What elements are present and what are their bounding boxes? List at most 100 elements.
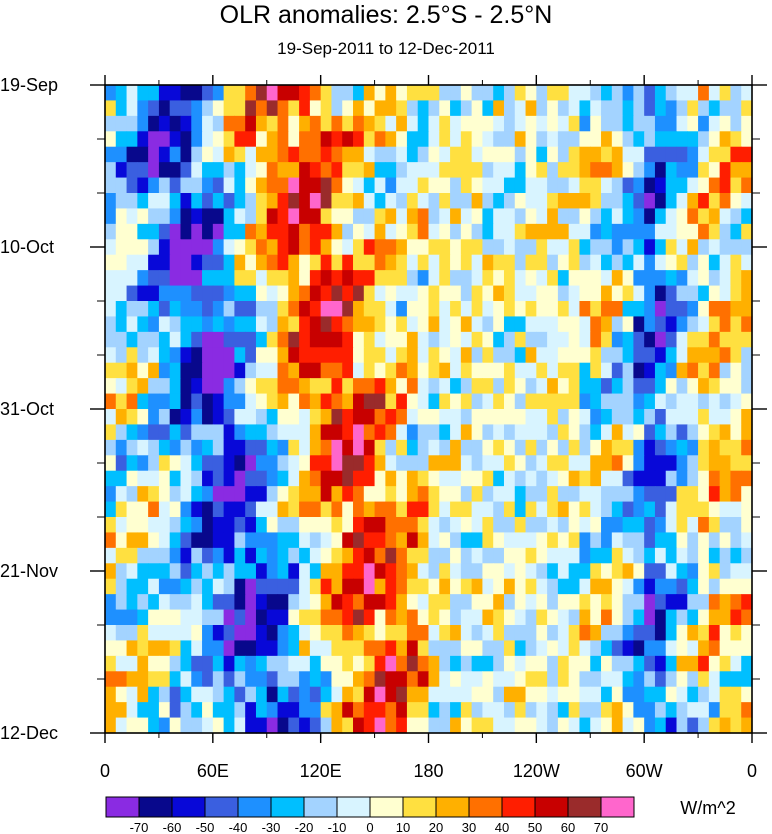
heatmap-cell <box>719 563 732 580</box>
colorbar-label: 30 <box>462 820 476 834</box>
heatmap-cell <box>363 517 376 534</box>
heatmap-cell <box>460 655 473 672</box>
heatmap-cell <box>126 470 138 487</box>
heatmap-cell <box>644 594 656 611</box>
heatmap-cell <box>493 362 505 379</box>
heatmap-cell <box>439 517 451 534</box>
heatmap-cell <box>460 609 473 626</box>
heatmap-cell <box>245 223 257 240</box>
heatmap-cell <box>137 378 149 395</box>
heatmap-cell <box>374 470 386 487</box>
heatmap-cell <box>385 455 397 472</box>
heatmap-cell <box>568 563 581 580</box>
colorbar-label: -30 <box>262 820 281 834</box>
heatmap-cell <box>590 100 602 117</box>
heatmap-cell <box>590 347 602 364</box>
heatmap-cell <box>417 177 430 194</box>
heatmap-cell <box>482 578 494 595</box>
heatmap-cell <box>557 594 570 611</box>
heatmap-cell <box>417 223 430 240</box>
heatmap-cell <box>428 578 440 595</box>
heatmap-cell <box>374 115 386 132</box>
heatmap-cell <box>320 331 333 348</box>
heatmap-cell <box>579 717 591 734</box>
heatmap-cell <box>180 239 192 256</box>
heatmap-cell <box>579 254 591 271</box>
heatmap-cell <box>320 686 333 703</box>
heatmap-cell <box>514 115 527 132</box>
heatmap-cell <box>428 378 440 395</box>
heatmap-cell <box>320 254 333 271</box>
heatmap-cell <box>353 193 365 210</box>
heatmap-cell <box>482 85 494 102</box>
heatmap-cell <box>622 455 634 472</box>
heatmap-cell <box>525 532 537 549</box>
heatmap-cell <box>730 517 742 534</box>
heatmap-cell <box>741 131 753 148</box>
heatmap-cell <box>245 455 257 472</box>
heatmap-cell <box>428 501 440 518</box>
heatmap-cell <box>158 439 171 456</box>
heatmap-cell <box>299 594 311 611</box>
heatmap-cell <box>385 131 397 148</box>
heatmap-cell <box>234 501 246 518</box>
heatmap-cell <box>547 162 559 179</box>
heatmap-cell <box>396 702 408 719</box>
heatmap-cell <box>385 470 397 487</box>
heatmap-cell <box>277 640 289 657</box>
heatmap-cell <box>158 285 171 302</box>
heatmap-cell <box>622 439 634 456</box>
heatmap-cell <box>601 671 613 688</box>
heatmap-cell <box>255 131 268 148</box>
heatmap-cell <box>503 239 516 256</box>
heatmap-cell <box>223 486 235 503</box>
heatmap-cell <box>255 594 268 611</box>
heatmap-cell <box>266 578 279 595</box>
heatmap-cell <box>137 671 149 688</box>
heatmap-cell <box>396 208 408 225</box>
heatmap-cell <box>687 517 699 534</box>
heatmap-cell <box>611 547 624 564</box>
heatmap-cell <box>708 578 721 595</box>
heatmap-cell <box>741 393 753 410</box>
heatmap-cell <box>148 378 160 395</box>
heatmap-cell <box>212 100 225 117</box>
heatmap-cell <box>471 239 484 256</box>
heatmap-cell <box>676 702 688 719</box>
heatmap-cell <box>223 208 235 225</box>
heatmap-cell <box>148 331 160 348</box>
heatmap-cell <box>353 501 365 518</box>
heatmap-cell <box>644 239 656 256</box>
heatmap-cell <box>601 439 613 456</box>
heatmap-cell <box>417 517 430 534</box>
heatmap-cell <box>719 301 732 318</box>
heatmap-cell <box>601 409 613 426</box>
heatmap-cell <box>299 131 311 148</box>
heatmap-cell <box>212 578 225 595</box>
heatmap-cell <box>331 563 343 580</box>
heatmap-cell <box>471 439 484 456</box>
heatmap-cell <box>406 702 419 719</box>
heatmap-cell <box>169 702 182 719</box>
heatmap-cell <box>536 517 548 534</box>
heatmap-cell <box>417 439 430 456</box>
heatmap-cell <box>644 655 656 672</box>
heatmap-cell <box>741 193 753 210</box>
heatmap-cell <box>503 301 516 318</box>
heatmap-cell <box>654 146 667 163</box>
heatmap-cell <box>180 254 192 271</box>
heatmap-cell <box>169 85 182 102</box>
heatmap-cell <box>611 146 624 163</box>
heatmap-cell <box>137 131 149 148</box>
heatmap-cell <box>374 578 386 595</box>
heatmap-cell <box>137 640 149 657</box>
heatmap-cell <box>708 301 721 318</box>
heatmap-cell <box>439 393 451 410</box>
heatmap-cell <box>115 501 128 518</box>
heatmap-cell <box>439 85 451 102</box>
heatmap-cell <box>525 409 537 426</box>
heatmap-cell <box>687 270 699 287</box>
heatmap-cell <box>514 517 527 534</box>
heatmap-cell <box>741 655 753 672</box>
heatmap-cell <box>169 486 182 503</box>
